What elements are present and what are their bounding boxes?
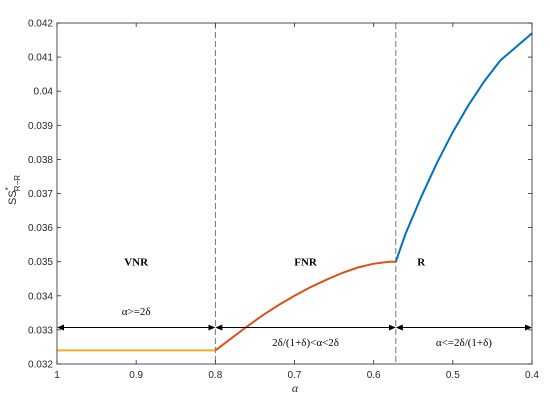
plot-area: [57, 23, 532, 364]
y-tick-label: 0.033: [28, 325, 53, 336]
y-tick-label: 0.041: [28, 53, 53, 64]
y-tick-label: 0.034: [28, 291, 53, 302]
region-arrow-label-3: α<=2δ/(1+δ): [436, 337, 492, 349]
y-axis-label-main: SS: [7, 190, 19, 205]
region-arrow-label-2: 2δ/(1+δ)<α<2δ: [272, 337, 339, 349]
annotations: VNR FNR Rα>=2δ 2δ/(1+δ)<α<2δ α<=2δ/(1+δ): [57, 257, 532, 349]
y-tick-label: 0.038: [28, 155, 53, 166]
y-tick-label: 0.04: [34, 87, 54, 98]
region-label-vnr: VNR: [124, 257, 149, 269]
region-label-fnr: FNR: [294, 257, 318, 269]
series-line-3: [394, 32, 533, 263]
y-tick-label: 0.032: [28, 360, 53, 371]
plot-background: [57, 23, 532, 364]
x-tick-label: 0.4: [525, 370, 539, 381]
y-tick-label: 0.037: [28, 189, 53, 200]
y-axis-label: SS*R−R: [4, 175, 22, 205]
svg-text:SS*R−R: SS*R−R: [4, 175, 22, 205]
x-tick-label: 0.9: [129, 370, 143, 381]
x-tick-label: 0.5: [446, 370, 460, 381]
y-tick-label: 0.035: [28, 257, 53, 268]
y-tick-label: 0.039: [28, 121, 53, 132]
x-tick-label: 0.8: [208, 370, 222, 381]
x-tick-label: 0.6: [367, 370, 381, 381]
axes: 1 0.9 0.8 0.7 0.6 0.5 0.4 0.032 0.033 0.034 0.035 0…: [28, 19, 539, 382]
x-tick-label: 0.7: [288, 370, 302, 381]
region-arrow-label-1: α>=2δ: [122, 306, 151, 318]
region-label-r: R: [417, 257, 426, 269]
x-tick-label: 1: [54, 370, 60, 381]
x-axis-label: α: [292, 381, 299, 395]
y-tick-label: 0.042: [28, 19, 53, 30]
y-axis-label-sup: *: [4, 187, 13, 190]
y-tick-label: 0.036: [28, 223, 53, 234]
y-axis-label-sub: R−R: [13, 175, 22, 191]
threshold-lines: [214, 23, 397, 364]
